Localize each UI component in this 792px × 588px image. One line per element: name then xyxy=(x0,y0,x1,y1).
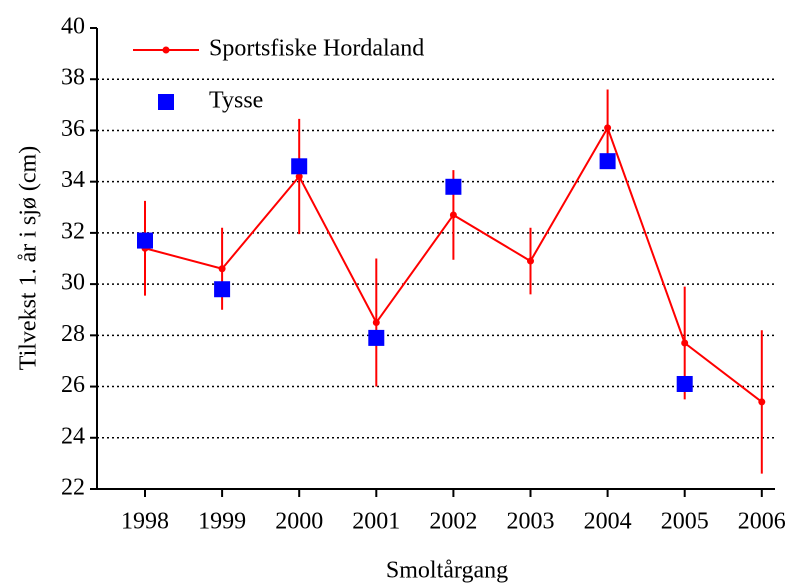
x-tick-label: 2005 xyxy=(661,509,709,535)
x-tick-label: 1999 xyxy=(198,509,246,535)
data-point xyxy=(599,153,616,170)
y-tick-label: 40 xyxy=(61,14,85,40)
data-point xyxy=(676,375,693,392)
x-tick-label: 2004 xyxy=(584,509,632,535)
data-point xyxy=(295,173,303,181)
x-tick-label: 2001 xyxy=(352,509,400,535)
data-point xyxy=(368,329,385,346)
legend-marker xyxy=(158,94,174,110)
y-tick-label: 38 xyxy=(61,65,85,91)
data-point xyxy=(218,265,226,273)
y-tick-label: 36 xyxy=(61,116,85,142)
y-tick-label: 26 xyxy=(61,372,85,398)
y-tick-label: 22 xyxy=(61,475,85,501)
legend-label: Sportsfiske Hordaland xyxy=(209,36,424,62)
legend-marker xyxy=(162,46,170,54)
series-line xyxy=(144,125,763,403)
data-point xyxy=(137,232,153,249)
x-tick-label: 2002 xyxy=(429,509,477,535)
data-point xyxy=(372,319,380,327)
legend-label: Tysse xyxy=(209,88,263,114)
x-tick-label: 2000 xyxy=(275,509,323,535)
y-tick-label: 34 xyxy=(61,167,85,193)
data-point xyxy=(214,281,231,298)
data-point xyxy=(527,257,534,265)
x-tick-label: 2006 xyxy=(738,509,786,535)
y-tick-label: 28 xyxy=(61,321,85,347)
data-point xyxy=(445,178,462,195)
y-tick-label: 32 xyxy=(61,218,85,244)
y-axis-label: Tilvekst 1. år i sjø (cm) xyxy=(16,146,42,370)
x-axis-label: Smoltårgang xyxy=(386,558,508,584)
x-tick-label: 1998 xyxy=(121,509,169,535)
data-point xyxy=(291,158,308,175)
y-tick-label: 24 xyxy=(61,423,85,449)
y-tick-label: 30 xyxy=(61,270,85,296)
data-point xyxy=(681,339,689,347)
x-tick-label: 2003 xyxy=(507,509,555,535)
data-point xyxy=(604,124,612,132)
data-point xyxy=(758,398,766,406)
data-point xyxy=(449,211,457,219)
